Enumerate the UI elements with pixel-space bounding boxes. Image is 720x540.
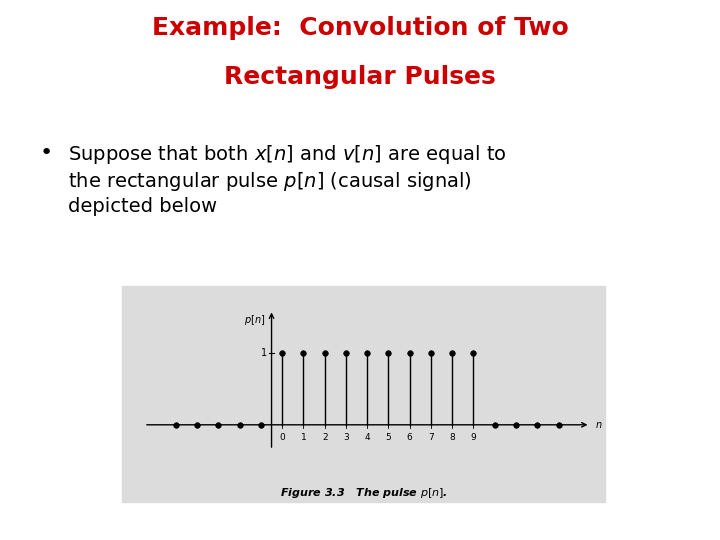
Text: 8: 8	[449, 434, 455, 442]
Text: $p[n]$: $p[n]$	[244, 313, 265, 327]
Text: $n$: $n$	[595, 420, 602, 430]
Text: 4: 4	[364, 434, 370, 442]
Text: depicted below: depicted below	[68, 197, 217, 216]
Text: 3: 3	[343, 434, 348, 442]
Text: 7: 7	[428, 434, 434, 442]
Text: 1: 1	[300, 434, 306, 442]
Text: •: •	[40, 143, 53, 163]
Text: the rectangular pulse $p[n]$ (causal signal): the rectangular pulse $p[n]$ (causal sig…	[68, 170, 472, 193]
Text: Suppose that both $x[n]$ and $v[n]$ are equal to: Suppose that both $x[n]$ and $v[n]$ are …	[68, 143, 507, 166]
Text: Example:  Convolution of Two: Example: Convolution of Two	[152, 16, 568, 40]
Text: 1: 1	[261, 348, 267, 358]
Text: 6: 6	[407, 434, 413, 442]
Text: 0: 0	[279, 434, 285, 442]
Text: 5: 5	[386, 434, 392, 442]
Text: 9: 9	[471, 434, 477, 442]
Text: Figure 3.3   The pulse $p[n]$.: Figure 3.3 The pulse $p[n]$.	[279, 485, 448, 500]
Text: 2: 2	[322, 434, 328, 442]
Text: Rectangular Pulses: Rectangular Pulses	[224, 65, 496, 89]
